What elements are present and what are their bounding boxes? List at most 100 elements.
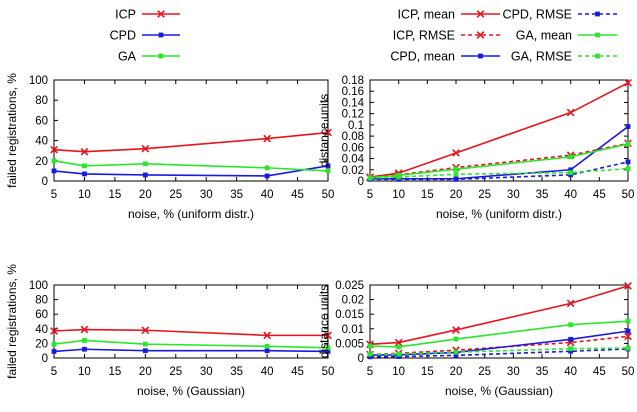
- x-axis-label: noise, % (uniform distr.): [128, 207, 254, 221]
- legend-label: GA: [118, 50, 137, 64]
- x-tick-label: 5: [367, 189, 373, 201]
- y-tick-label: 80: [35, 295, 48, 307]
- x-tick-label: 50: [622, 189, 635, 201]
- legend-label: GA, RMSE: [511, 50, 572, 64]
- data-point: [324, 331, 332, 340]
- y-tick-label: 40: [35, 136, 48, 148]
- x-tick-label: 40: [564, 366, 577, 378]
- legend-entry: ICP: [115, 8, 180, 22]
- data-point: [453, 349, 459, 355]
- series-icp: [50, 128, 332, 156]
- data-point: [264, 173, 270, 179]
- legend-entry: CPD: [110, 29, 180, 43]
- x-axis-label: noise, % (Gaussian): [445, 384, 553, 398]
- y-tick-label: 0: [358, 176, 364, 188]
- data-point: [625, 318, 631, 324]
- legend-marker: [476, 10, 485, 18]
- x-tick-label: 25: [169, 189, 182, 201]
- x-tick-label: 40: [261, 366, 274, 378]
- legend-entry: ICP, mean: [398, 8, 500, 22]
- y-tick-label: 0.16: [342, 86, 364, 98]
- data-point: [325, 349, 331, 354]
- chart-panel-2: 00.020.040.060.080.10.120.140.160.18 5 10 1…: [317, 75, 634, 221]
- data-point: [453, 171, 459, 177]
- y-tick-label: 0.02: [342, 295, 364, 307]
- data-point: [82, 163, 87, 169]
- data-point: [453, 166, 459, 172]
- x-tick-label: 50: [322, 189, 335, 201]
- data-point: [325, 168, 331, 174]
- legend-marker: [478, 53, 483, 59]
- data-point: [453, 352, 459, 358]
- x-tick-label: 35: [536, 189, 549, 201]
- plot-frame: [53, 284, 329, 359]
- legend-label: GA, mean: [516, 29, 572, 43]
- x-tick-label: 10: [78, 189, 91, 201]
- data-point: [264, 165, 270, 171]
- series-line: [53, 165, 329, 177]
- x-axis-label: noise, % (uniform distr.): [436, 207, 562, 221]
- y-tick-label: 20: [35, 338, 48, 350]
- y-tick-label: 20: [35, 156, 48, 168]
- data-point: [325, 345, 331, 351]
- data-point: [625, 328, 631, 334]
- legend-entry: ICP, RMSE: [393, 29, 500, 43]
- x-tick-label: 15: [421, 366, 434, 378]
- legend-entry: GA, mean: [516, 29, 617, 43]
- y-tick-label: 0: [358, 353, 364, 365]
- data-point: [625, 166, 631, 172]
- legend-entry: GA: [118, 50, 180, 64]
- data-point: [568, 154, 574, 160]
- y-tick-label: 0: [42, 176, 48, 188]
- data-point: [264, 343, 270, 349]
- y-tick-label: 40: [35, 324, 48, 336]
- legend-marker: [476, 31, 485, 39]
- x-tick-label: 50: [622, 366, 635, 378]
- series-cpd: [51, 163, 331, 179]
- data-point: [367, 354, 373, 360]
- data-point: [325, 163, 331, 169]
- data-point: [568, 322, 574, 328]
- legend-entry: GA, RMSE: [511, 50, 617, 64]
- data-point: [566, 299, 575, 308]
- data-point: [453, 336, 459, 342]
- y-tick-label: 0.025: [335, 280, 364, 292]
- series-line: [369, 320, 629, 348]
- series-line: [53, 328, 328, 337]
- data-point: [624, 282, 632, 290]
- data-point: [396, 351, 402, 357]
- data-point: [50, 327, 58, 335]
- data-point: [264, 348, 270, 354]
- x-tick-label: 25: [478, 366, 491, 378]
- x-tick-label: 20: [139, 189, 152, 201]
- legend-marker: [158, 53, 164, 59]
- y-tick-label: 0.1: [348, 120, 364, 132]
- legend-label: ICP, mean: [398, 8, 455, 22]
- x-tick-label: 30: [200, 189, 213, 201]
- data-point: [367, 351, 373, 357]
- y-tick-label: 0.015: [335, 309, 364, 321]
- data-point: [141, 326, 150, 335]
- y-tick-label: 60: [35, 309, 48, 321]
- chart-panel-3: 0 20 40 60 80 100 5 10 15 20 25 30 35 40 45 50 noise, % …: [5, 264, 334, 398]
- x-tick-label: 10: [392, 189, 405, 201]
- x-tick-label: 20: [450, 189, 463, 201]
- y-tick-label: 0.005: [335, 338, 364, 350]
- x-tick-label: 50: [322, 366, 335, 378]
- plot-frame: [53, 79, 329, 182]
- data-point: [396, 174, 402, 180]
- y-tick-label: 0.08: [342, 131, 364, 143]
- x-tick-label: 5: [51, 189, 57, 201]
- y-axis-label: distance units: [317, 94, 331, 167]
- y-axis-label: failed registrations, %: [5, 73, 19, 188]
- x-tick-label: 30: [507, 189, 520, 201]
- y-tick-label: 0.18: [342, 75, 364, 87]
- legend-label: ICP, RMSE: [393, 29, 455, 43]
- series-line: [53, 339, 329, 349]
- data-point: [568, 348, 574, 354]
- data-point: [142, 172, 148, 178]
- legend-label: CPD: [110, 29, 136, 43]
- data-point: [452, 149, 460, 157]
- data-point: [324, 128, 332, 137]
- data-point: [568, 346, 574, 352]
